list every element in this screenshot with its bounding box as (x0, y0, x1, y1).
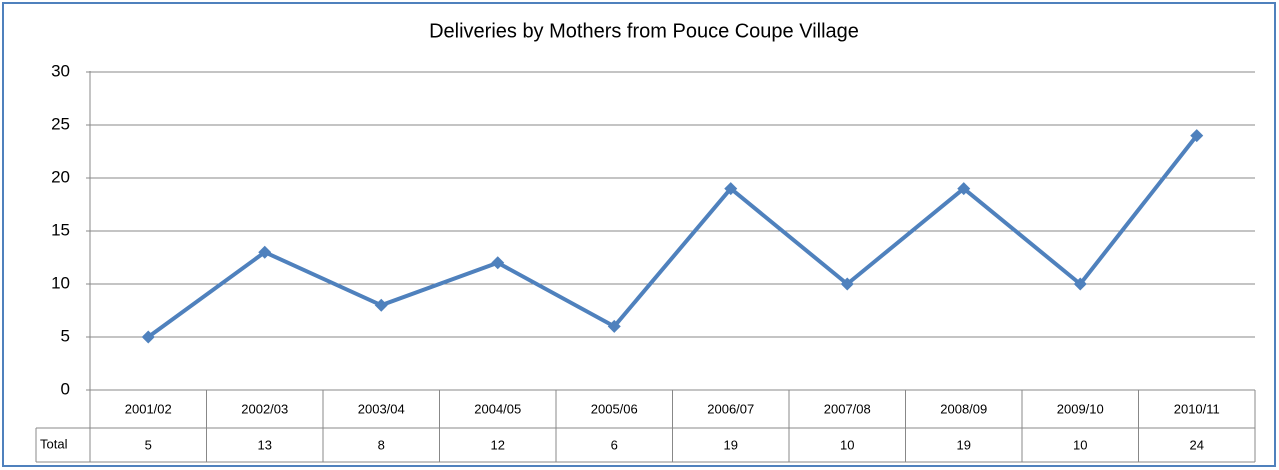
table-value: 8 (378, 437, 385, 452)
y-tick-label: 5 (61, 326, 70, 345)
legend-label: Total (40, 436, 68, 451)
y-tick-label: 10 (51, 273, 70, 292)
marker (1073, 277, 1087, 291)
table-value: 19 (724, 437, 738, 452)
y-tick-label: 0 (61, 379, 70, 398)
table-value: 10 (840, 437, 854, 452)
table-value: 10 (1073, 437, 1087, 452)
x-tick-label: 2008/09 (940, 401, 987, 416)
chart-title: Deliveries by Mothers from Pouce Coupe V… (429, 20, 859, 42)
table-value: 6 (611, 437, 618, 452)
x-tick-label: 2009/10 (1057, 401, 1104, 416)
x-tick-label: 2007/08 (824, 401, 871, 416)
marker (141, 330, 155, 344)
table-value: 5 (145, 437, 152, 452)
table-value: 12 (491, 437, 505, 452)
table-value: 19 (957, 437, 971, 452)
y-tick-label: 25 (51, 114, 70, 133)
x-tick-label: 2006/07 (707, 401, 754, 416)
y-tick-label: 30 (51, 61, 70, 80)
y-tick-label: 15 (51, 220, 70, 239)
x-tick-label: 2005/06 (591, 401, 638, 416)
series-line (147, 134, 1199, 339)
x-tick-label: 2001/02 (125, 401, 172, 416)
y-tick-label: 20 (51, 167, 70, 186)
marker (840, 277, 854, 291)
x-tick-label: 2004/05 (474, 401, 521, 416)
table-value: 13 (258, 437, 272, 452)
marker (724, 182, 738, 196)
marker (491, 256, 505, 270)
x-tick-label: 2003/04 (358, 401, 405, 416)
marker (607, 319, 621, 333)
table-value: 24 (1190, 437, 1204, 452)
x-tick-label: 2010/11 (1174, 401, 1220, 416)
x-tick-label: 2002/03 (241, 401, 288, 416)
marker (957, 182, 971, 196)
marker (1190, 129, 1204, 143)
marker (258, 245, 272, 259)
marker (374, 298, 388, 312)
